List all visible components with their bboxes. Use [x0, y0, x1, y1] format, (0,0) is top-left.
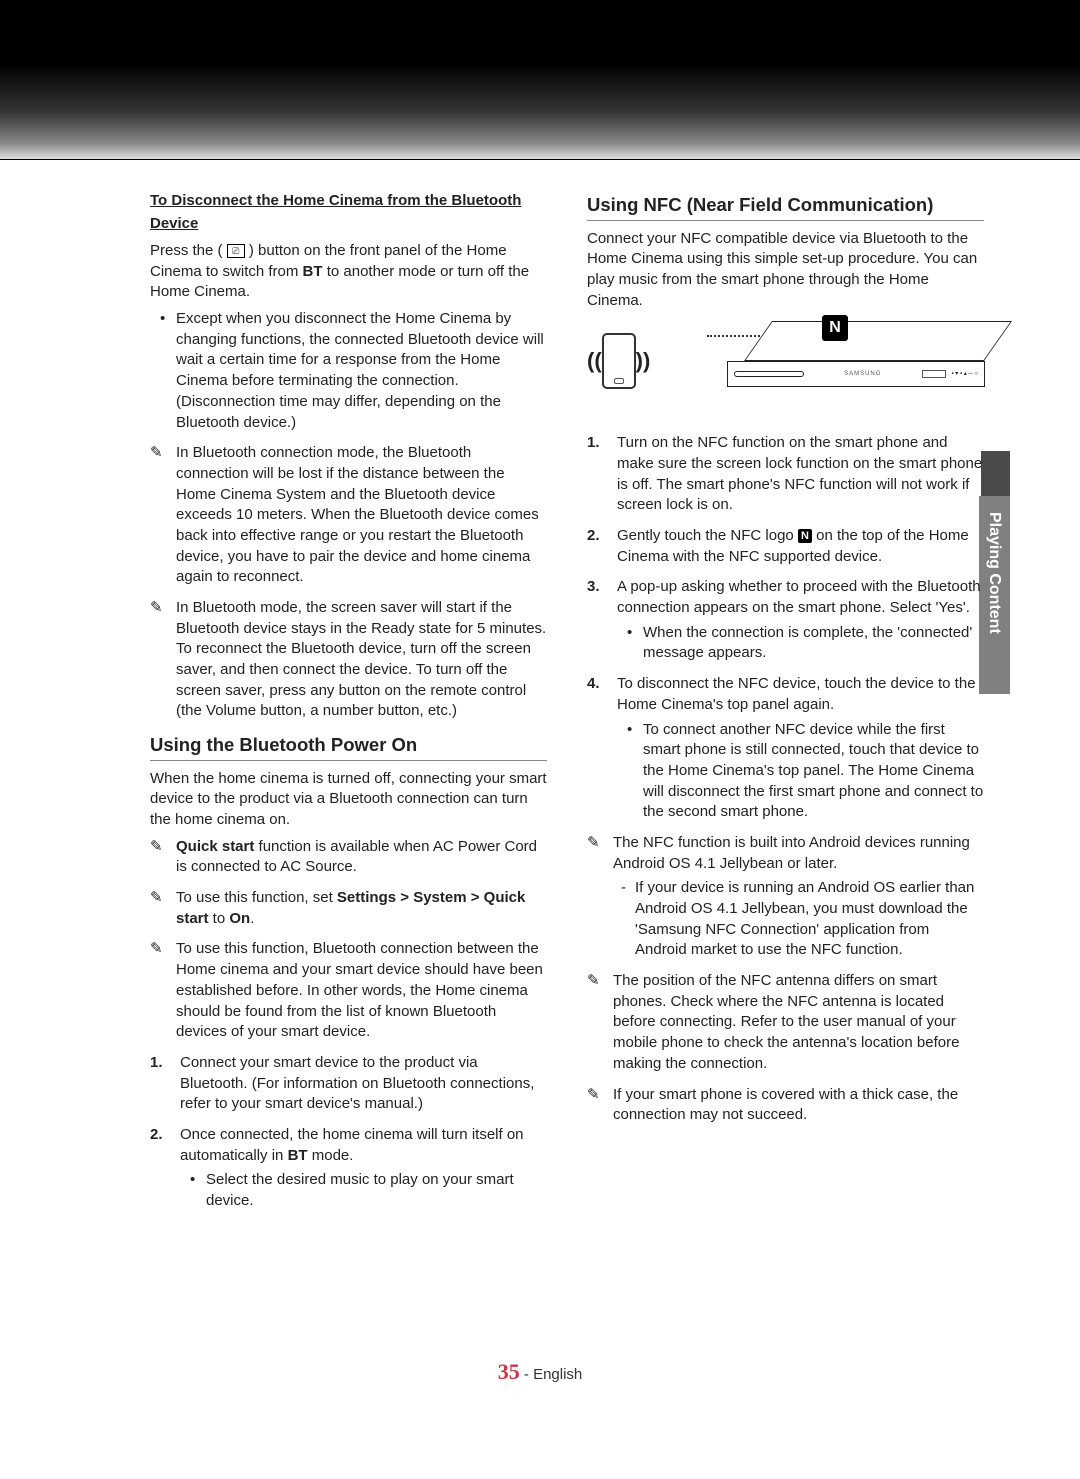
nfc-step-1: 1.Turn on the NFC function on the smart … [587, 433, 984, 516]
nfc-step-4-sub: To connect another NFC device while the … [635, 720, 984, 823]
nfc-note-a: The NFC function is built into Android d… [587, 833, 984, 961]
disconnect-title: To Disconnect the Home Cinema from the B… [150, 190, 547, 235]
page-body: To Disconnect the Home Cinema from the B… [0, 160, 1080, 1222]
bt-power-steps: 1.Connect your smart device to the produ… [150, 1053, 547, 1212]
brand-label: SAMSUNG [810, 370, 916, 378]
nfc-heading: Using NFC (Near Field Communication) [587, 192, 984, 221]
smartphone-icon [602, 333, 636, 389]
bt-power-notes: Quick start function is available when A… [150, 837, 547, 1043]
bt-power-step-2: 2. Once connected, the home cinema will … [150, 1125, 547, 1212]
right-column: Using NFC (Near Field Communication) Con… [587, 190, 984, 1222]
disc-slot-icon [734, 371, 804, 377]
bt-power-note-3: To use this function, Bluetooth connecti… [150, 939, 547, 1042]
bt-power-step-2-sub: Select the desired music to play on your… [198, 1170, 547, 1211]
disconnect-intro: Press the ( ⎚ ) button on the front pane… [150, 241, 547, 303]
nfc-notes: The NFC function is built into Android d… [587, 833, 984, 1126]
nfc-step-3-sub: When the connection is complete, the 'co… [635, 623, 984, 664]
bt-power-step-1: 1.Connect your smart device to the produ… [150, 1053, 547, 1115]
page-number: 35 [498, 1359, 520, 1384]
left-column: To Disconnect the Home Cinema from the B… [150, 190, 547, 1222]
bt-power-note-1: Quick start function is available when A… [150, 837, 547, 878]
device-top-surface [744, 321, 1012, 361]
nfc-inline-icon: N [798, 529, 812, 543]
nfc-step-4: 4.To disconnect the NFC device, touch th… [587, 674, 984, 823]
nfc-intro: Connect your NFC compatible device via B… [587, 229, 984, 312]
nfc-note-b: The position of the NFC antenna differs … [587, 971, 984, 1074]
wave-right-icon [636, 346, 651, 376]
bt-power-note-2: To use this function, set Settings > Sys… [150, 888, 547, 929]
nfc-note-c: If your smart phone is covered with a th… [587, 1085, 984, 1126]
page-language: English [533, 1366, 582, 1383]
nfc-note-a-dash: If your device is running an Android OS … [625, 878, 984, 961]
disconnect-bullet-1: Except when you disconnect the Home Cine… [168, 309, 547, 433]
nfc-step-3: 3.A pop-up asking whether to proceed wit… [587, 577, 984, 664]
home-cinema-device: N SAMSUNG ▪ ▾ ▪ ▴ ─ ○ [744, 321, 984, 377]
header-banner [0, 0, 1080, 160]
device-front-panel: SAMSUNG ▪ ▾ ▪ ▴ ─ ○ [727, 361, 985, 387]
bt-power-intro: When the home cinema is turned off, conn… [150, 769, 547, 831]
disconnect-note-2: In Bluetooth mode, the screen saver will… [150, 598, 547, 722]
nfc-logo-icon: N [822, 315, 848, 341]
disconnect-note-1: In Bluetooth connection mode, the Blueto… [150, 443, 547, 588]
disconnect-notes: In Bluetooth connection mode, the Blueto… [150, 443, 547, 722]
nfc-diagram: N SAMSUNG ▪ ▾ ▪ ▴ ─ ○ [587, 321, 984, 415]
phone-waves [587, 333, 650, 389]
panel-buttons: ▪ ▾ ▪ ▴ ─ ○ [952, 370, 979, 378]
panel-display [922, 370, 946, 378]
page-footer: 35 - English [0, 1359, 1080, 1385]
wave-left-icon [587, 346, 602, 376]
nfc-step-2: 2. Gently touch the NFC logo N on the to… [587, 526, 984, 567]
bt-power-heading: Using the Bluetooth Power On [150, 732, 547, 761]
nfc-steps: 1.Turn on the NFC function on the smart … [587, 433, 984, 823]
side-tab-accent [981, 451, 1010, 496]
disconnect-bullets: Except when you disconnect the Home Cine… [150, 309, 547, 433]
source-button-icon: ⎚ [227, 244, 245, 258]
